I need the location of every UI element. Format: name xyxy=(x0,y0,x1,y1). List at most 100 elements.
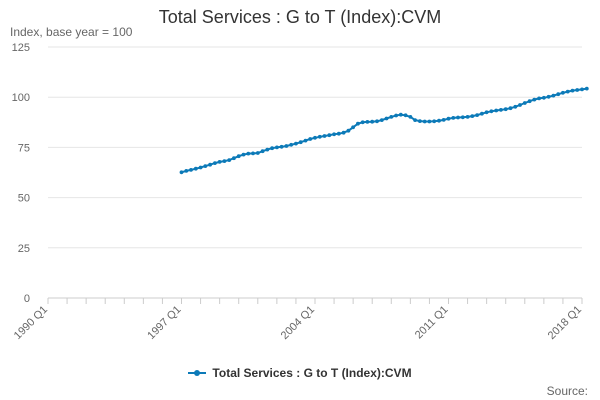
data-point xyxy=(456,115,460,120)
data-point xyxy=(232,156,236,161)
data-point xyxy=(360,120,365,125)
data-point xyxy=(189,168,193,172)
data-point xyxy=(584,86,589,91)
data-point xyxy=(561,90,565,95)
y-tick-label: 75 xyxy=(18,142,30,154)
data-point xyxy=(570,88,575,93)
data-point xyxy=(184,169,189,173)
data-point xyxy=(198,165,203,170)
data-point xyxy=(346,128,351,133)
data-point xyxy=(494,108,499,113)
data-point xyxy=(556,92,561,97)
data-point xyxy=(575,88,580,92)
data-point xyxy=(270,146,274,151)
data-point xyxy=(384,116,389,121)
data-point xyxy=(294,141,298,146)
data-point xyxy=(542,95,546,100)
y-tick-label: 25 xyxy=(18,243,30,255)
data-point xyxy=(255,151,260,155)
data-point xyxy=(179,170,184,175)
data-point xyxy=(441,118,446,122)
data-point xyxy=(365,120,370,124)
data-point xyxy=(522,101,527,105)
data-point xyxy=(398,112,403,117)
data-point xyxy=(356,121,360,126)
data-point xyxy=(565,89,570,94)
data-point xyxy=(241,152,246,157)
data-point xyxy=(460,115,465,120)
data-point xyxy=(513,104,518,109)
data-point xyxy=(475,113,479,117)
data-point xyxy=(341,130,346,135)
x-tick-label: 2018 Q1 xyxy=(546,304,584,342)
chart-subtitle: Index, base year = 100 xyxy=(10,25,133,39)
data-point xyxy=(203,164,208,169)
y-tick-label: 125 xyxy=(12,42,30,54)
data-point xyxy=(580,87,584,92)
data-point xyxy=(451,116,456,120)
data-point xyxy=(422,119,427,124)
data-point xyxy=(213,161,217,166)
data-point xyxy=(375,119,379,124)
data-point xyxy=(551,93,556,98)
y-tick-label: 100 xyxy=(12,92,30,104)
data-point xyxy=(503,107,508,112)
data-point xyxy=(484,110,489,115)
y-tick-label: 0 xyxy=(24,293,30,305)
data-point xyxy=(418,119,422,123)
y-tick-label: 50 xyxy=(18,193,30,205)
data-point xyxy=(303,138,308,143)
data-point xyxy=(246,151,251,156)
data-point xyxy=(336,131,341,136)
data-point xyxy=(236,154,241,159)
data-point xyxy=(403,113,408,118)
legend[interactable]: Total Services : G to T (Index):CVM xyxy=(0,366,600,380)
data-point xyxy=(298,140,303,145)
data-point xyxy=(518,103,522,107)
data-point xyxy=(265,147,270,152)
x-tick-label: 1990 Q1 xyxy=(12,304,50,342)
data-point xyxy=(465,115,470,119)
data-point xyxy=(489,109,494,114)
data-point xyxy=(499,108,503,112)
data-point xyxy=(313,135,317,140)
legend-label: Total Services : G to T (Index):CVM xyxy=(212,366,412,380)
x-tick-label: 1997 Q1 xyxy=(145,304,183,342)
data-point xyxy=(289,142,294,147)
data-point xyxy=(537,96,541,101)
data-point xyxy=(251,151,255,156)
data-point xyxy=(394,113,398,118)
data-point xyxy=(508,106,513,111)
legend-line-icon xyxy=(188,368,207,378)
x-tick-label: 2011 Q1 xyxy=(413,304,451,342)
data-point xyxy=(413,118,417,122)
data-point xyxy=(327,133,332,138)
data-point xyxy=(275,145,279,150)
data-point xyxy=(222,159,227,164)
data-point xyxy=(527,99,532,104)
data-point xyxy=(317,134,322,139)
data-point xyxy=(260,149,265,154)
series-line xyxy=(181,87,587,174)
data-point xyxy=(432,119,437,124)
data-point xyxy=(279,144,284,149)
data-point xyxy=(308,137,313,141)
data-point xyxy=(427,119,432,124)
data-point xyxy=(217,160,222,164)
data-point xyxy=(322,134,327,138)
data-point xyxy=(351,125,355,130)
data-point xyxy=(437,118,441,123)
data-point xyxy=(408,115,413,119)
data-point xyxy=(446,116,451,121)
data-point xyxy=(546,94,551,99)
data-point xyxy=(227,158,232,163)
data-point xyxy=(193,166,198,171)
chart-title: Total Services : G to T (Index):CVM xyxy=(158,7,442,27)
data-point xyxy=(332,132,336,137)
data-point xyxy=(532,97,537,102)
source-label: Source: xyxy=(546,384,588,398)
data-point xyxy=(379,118,384,122)
x-tick-label: 2004 Q1 xyxy=(279,304,317,342)
data-point xyxy=(470,114,475,118)
